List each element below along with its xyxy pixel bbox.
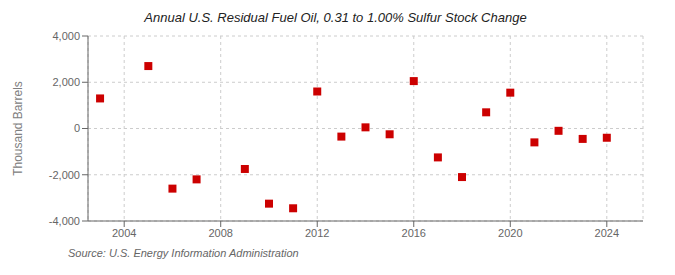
html-text:Source: U.S. Energy Informatio: Source: U.S. Energy Information Administ…	[68, 247, 299, 259]
svg-text:2012: 2012	[305, 227, 329, 239]
svg-text:2024: 2024	[595, 227, 619, 239]
svg-text:-2,000: -2,000	[49, 169, 80, 181]
svg-text:0: 0	[74, 122, 80, 134]
svg-text:2020: 2020	[498, 227, 522, 239]
svg-text:2016: 2016	[402, 227, 426, 239]
svg-text:4,000: 4,000	[52, 30, 80, 42]
svg-text:-4,000: -4,000	[49, 215, 80, 227]
svg-text:2,000: 2,000	[52, 76, 80, 88]
html-text:Annual U.S. Residual Fuel Oil,: Annual U.S. Residual Fuel Oil, 0.31 to 1…	[144, 10, 527, 25]
svg-text:2004: 2004	[112, 227, 136, 239]
svg-text:Thousand Barrels: Thousand Barrels	[11, 81, 25, 176]
svg-text:2008: 2008	[208, 227, 232, 239]
